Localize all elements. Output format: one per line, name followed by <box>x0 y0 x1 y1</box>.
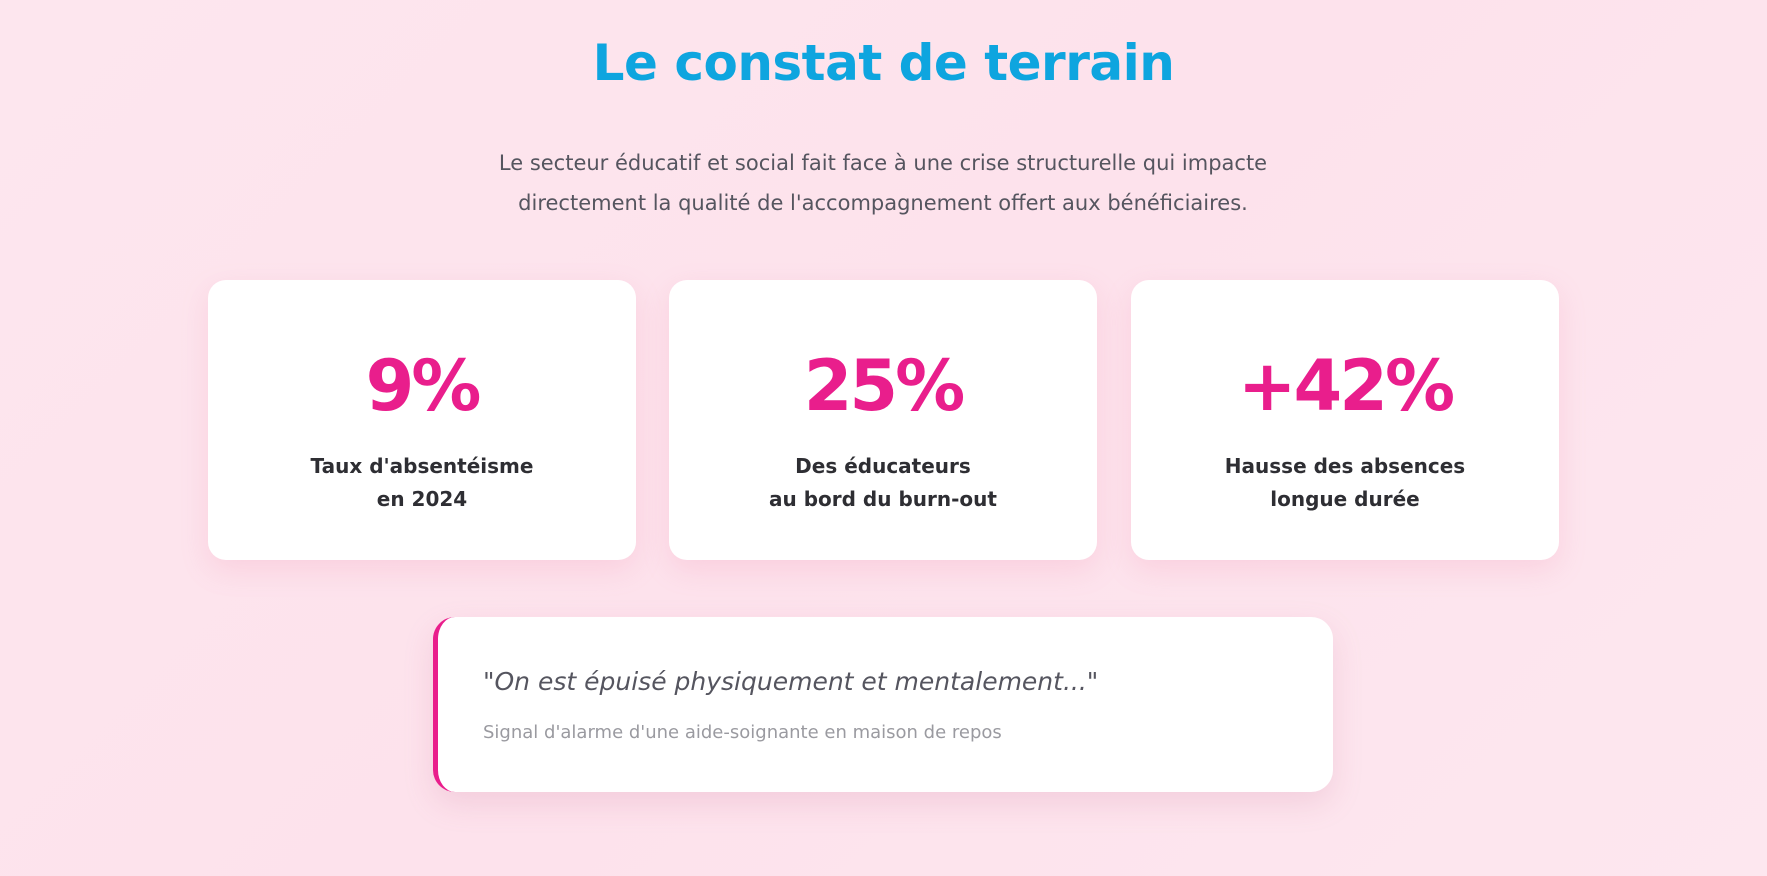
stat-label-line-2: en 2024 <box>376 487 468 511</box>
intro-line-2: directement la qualité de l'accompagneme… <box>518 191 1248 215</box>
stat-card-burnout: 25% Des éducateurs au bord du burn-out <box>669 280 1097 560</box>
stat-value: 9% <box>365 345 482 427</box>
intro-line-1: Le secteur éducatif et social fait face … <box>498 151 1268 175</box>
stat-value: 25% <box>803 345 966 427</box>
stat-label-line-1: Taux d'absentéisme <box>310 454 534 478</box>
quote-text: "On est épuisé physiquement et mentaleme… <box>483 667 1099 696</box>
quote-source: Signal d'alarme d'une aide-soignante en … <box>483 722 1002 743</box>
stat-card-long-absences: +42% Hausse des absences longue durée <box>1131 280 1559 560</box>
stat-label: Des éducateurs au bord du burn-out <box>669 450 1097 516</box>
section-intro: Le secteur éducatif et social fait face … <box>433 143 1333 223</box>
section-title: Le constat de terrain <box>592 34 1175 92</box>
stat-label-line-2: longue durée <box>1270 487 1420 511</box>
stat-label-line-2: au bord du burn-out <box>769 487 997 511</box>
stat-card-absenteeism: 9% Taux d'absentéisme en 2024 <box>208 280 636 560</box>
stat-value: +42% <box>1237 345 1455 427</box>
stat-label: Hausse des absences longue durée <box>1131 450 1559 516</box>
stat-label-line-1: Hausse des absences <box>1224 454 1466 478</box>
stat-label: Taux d'absentéisme en 2024 <box>208 450 636 516</box>
stat-label-line-1: Des éducateurs <box>795 454 971 478</box>
testimonial-quote-card: "On est épuisé physiquement et mentaleme… <box>433 617 1333 792</box>
